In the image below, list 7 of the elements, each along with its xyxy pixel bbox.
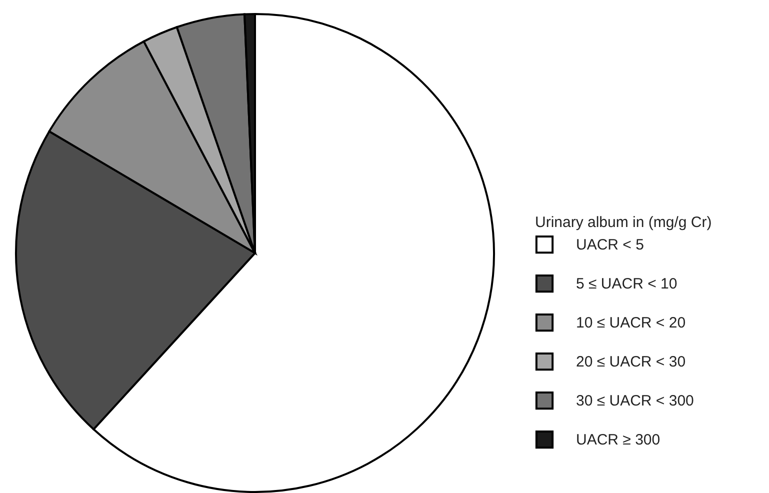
legend-label: 20 ≤ UACR < 30 xyxy=(576,354,686,370)
legend-label: 5 ≤ UACR < 10 xyxy=(576,276,678,292)
legend-label: 30 ≤ UACR < 300 xyxy=(576,392,694,410)
legend-label: UACR ≥ 300 xyxy=(576,432,660,448)
legend-title: Urinary album in (mg/g Cr) xyxy=(535,214,712,231)
legend-label: UACR < 5 xyxy=(576,236,644,254)
legend-label: 10 ≤ UACR < 20 xyxy=(576,314,686,332)
